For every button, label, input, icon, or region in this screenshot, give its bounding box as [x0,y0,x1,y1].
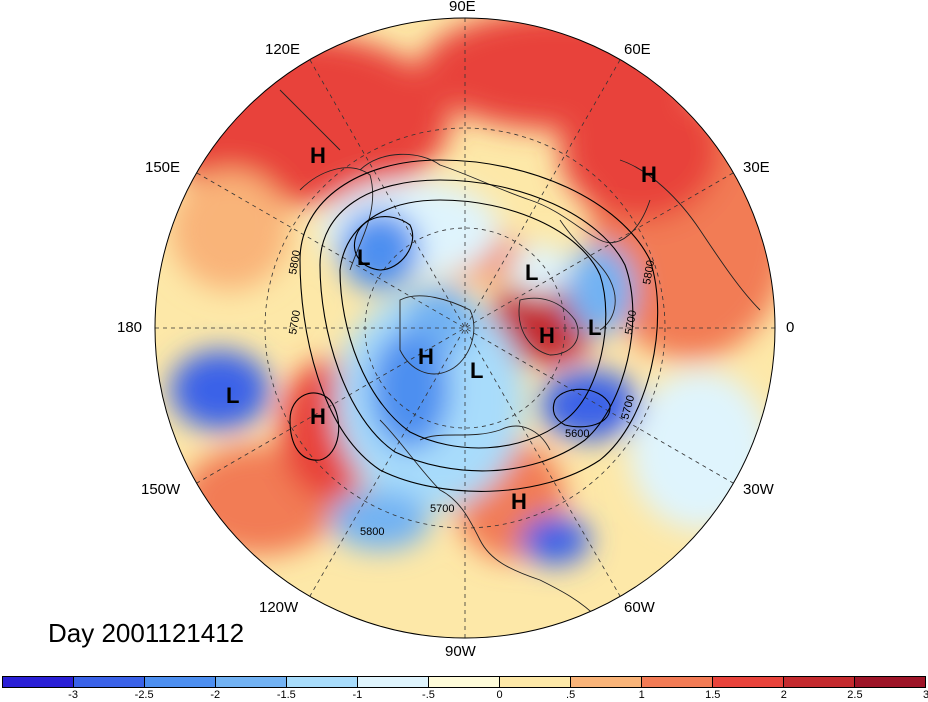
contour-label: 5700 [430,503,454,515]
high-marker: H [418,344,434,369]
colorbar-tick-label: -2.5 [134,689,154,701]
lon-label-120w: 120W [259,599,299,616]
colorbar-segment [145,677,216,687]
contour-label: 5700 [287,309,303,335]
colorbar-ticks: -3 -2.5 -2 -1.5 -1 -.5 0 .5 1 1.5 2 2.5 3 [2,689,928,702]
lon-label-150e: 150E [145,159,181,176]
colorbar-tick-label: -3 [68,689,78,701]
lon-label-120e: 120E [265,41,301,58]
colorbar-tick-label: 2.5 [847,689,863,701]
colorbar-segment [3,677,74,687]
low-marker: L [525,260,538,285]
low-marker: L [357,245,370,270]
contour-label: 5800 [641,259,657,285]
colorbar-segment [642,677,713,687]
colorbar-segment [571,677,642,687]
colorbar-tick-label: 2 [780,689,787,701]
low-marker: L [588,315,601,340]
height-contours [289,159,659,492]
colorbar [2,676,926,688]
colorbar-segment [287,677,358,687]
lon-label-0: 0 [786,319,795,336]
contour-label: 5700 [623,309,639,335]
lon-label-150w: 150W [141,481,181,498]
lon-label-30e: 30E [743,159,770,176]
colorbar-segment [784,677,855,687]
contour-label: 5800 [287,249,303,275]
lon-label-90w: 90W [445,643,476,660]
high-marker: H [310,143,326,168]
contour-label: 5800 [360,526,384,538]
colorbar-tick-label: 0 [496,689,503,701]
colorbar-tick-label: -1 [352,689,363,701]
graticule [155,18,775,638]
colorbar-segment [855,677,925,687]
high-marker: H [641,162,657,187]
pressure-centers: H H L L H L H L L H H [226,143,657,514]
colorbar-tick-label: 3 [922,689,928,701]
colorbar-tick-label: .5 [566,689,576,701]
colorbar-segment [500,677,571,687]
lon-label-30w: 30W [743,481,774,498]
lon-label-60w: 60W [624,599,655,616]
colorbar-tick-label: 1.5 [705,689,721,701]
low-marker: L [226,383,239,408]
colorbar-tick-label: -1.5 [276,689,296,701]
colorbar-tick-label: 1 [638,689,645,701]
colorbar-tick-label: -.5 [422,689,435,701]
date-title: Day 2001121412 [48,618,245,648]
map-boundary [154,17,776,639]
high-marker: H [310,404,326,429]
colorbar-segment [429,677,500,687]
high-marker: H [511,489,527,514]
lon-label-90e: 90E [449,0,476,15]
lon-label-180: 180 [117,319,143,336]
colorbar-segment [74,677,145,687]
contour-label: 5600 [565,428,589,440]
colorbar-segment [713,677,784,687]
low-marker: L [470,358,483,383]
colorbar-segment [216,677,287,687]
lon-label-60e: 60E [624,41,651,58]
colorbar-segment [358,677,429,687]
coastlines [279,89,761,621]
colorbar-tick-label: -2 [210,689,221,701]
high-marker: H [539,323,555,348]
